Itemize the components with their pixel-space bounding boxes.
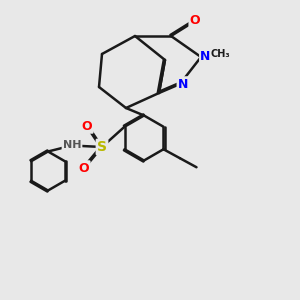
Text: O: O <box>190 14 200 28</box>
Text: O: O <box>82 119 92 133</box>
Text: N: N <box>200 50 211 64</box>
Text: CH₃: CH₃ <box>211 49 230 59</box>
Text: NH: NH <box>63 140 81 151</box>
Text: S: S <box>97 140 107 154</box>
Text: O: O <box>79 161 89 175</box>
Text: N: N <box>178 77 188 91</box>
